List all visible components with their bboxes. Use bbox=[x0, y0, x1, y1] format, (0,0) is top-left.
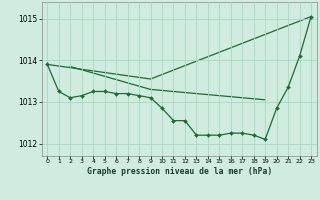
X-axis label: Graphe pression niveau de la mer (hPa): Graphe pression niveau de la mer (hPa) bbox=[87, 167, 272, 176]
